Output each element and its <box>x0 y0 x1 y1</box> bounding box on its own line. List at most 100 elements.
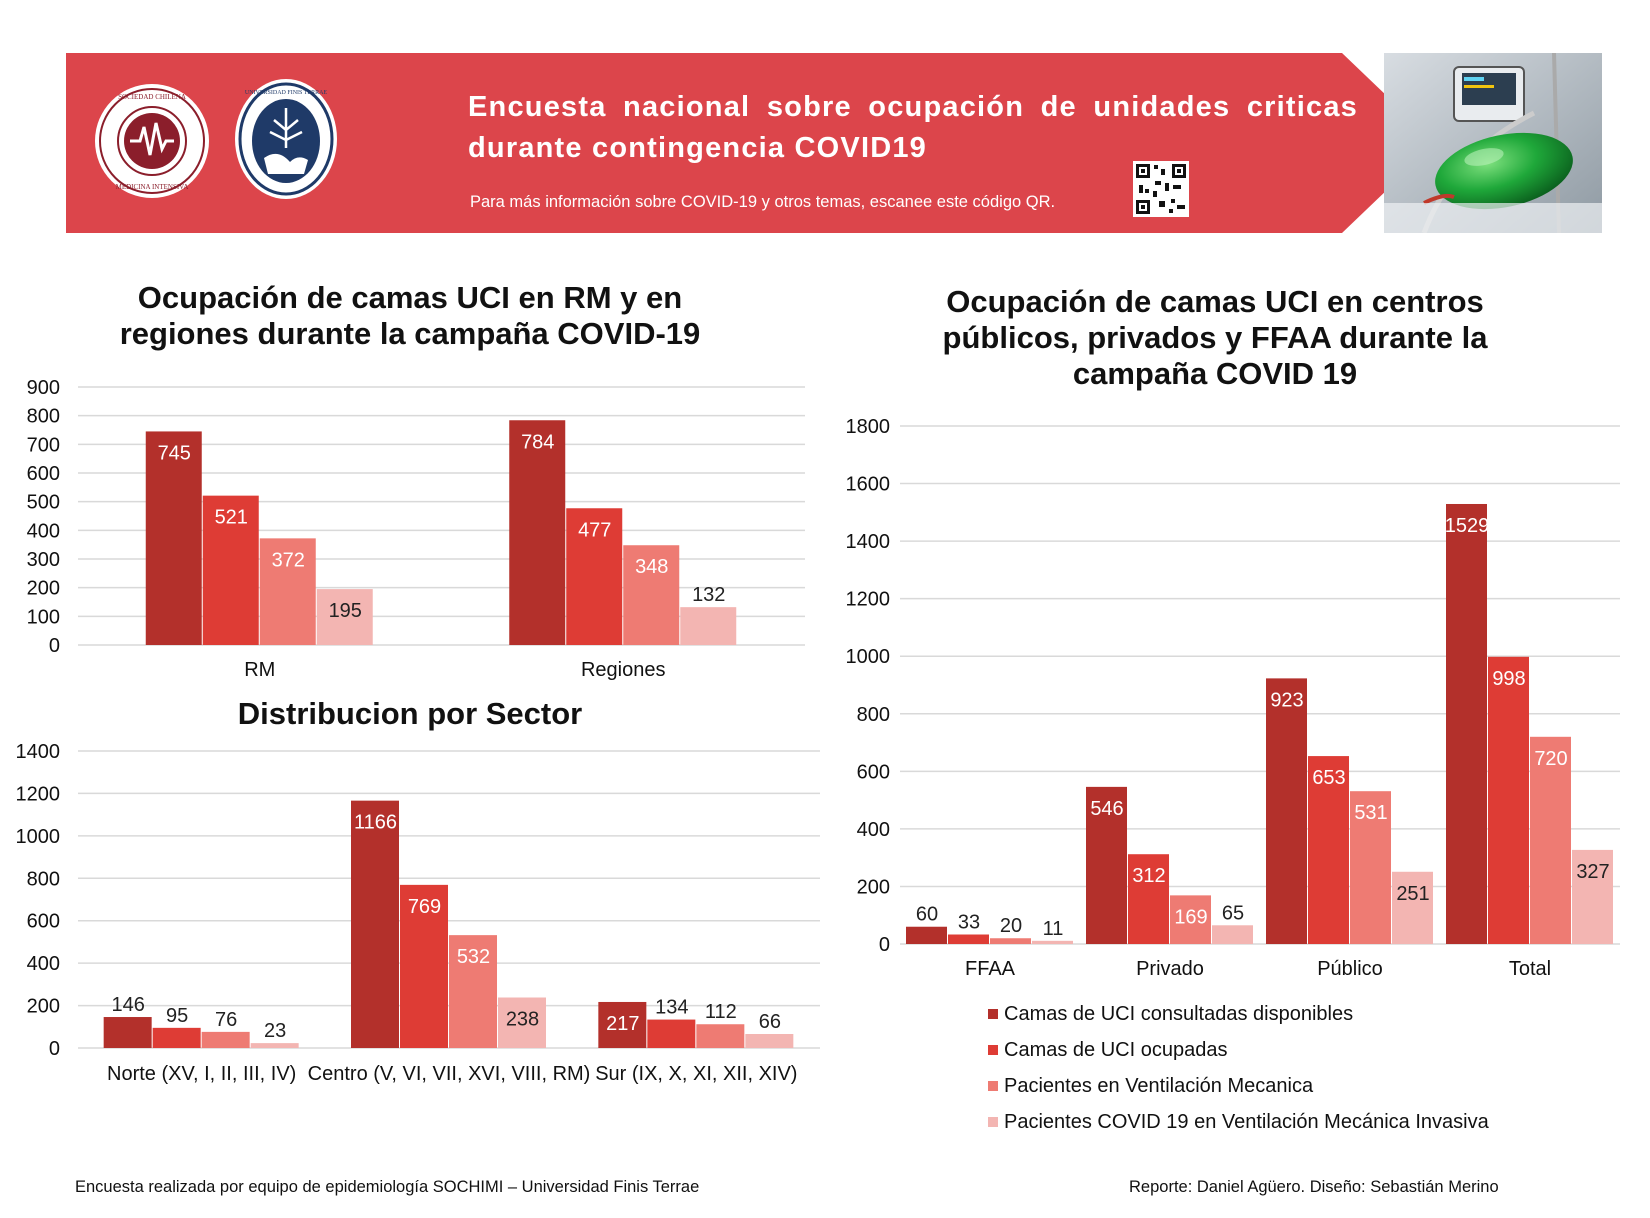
y-tick-label: 1600 <box>846 474 891 496</box>
y-tick-label: 400 <box>857 819 890 841</box>
y-tick-label: 400 <box>27 520 60 542</box>
y-tick-label: 900 <box>27 377 60 399</box>
bar <box>1266 678 1307 944</box>
y-tick-label: 300 <box>27 549 60 571</box>
y-tick-label: 1200 <box>16 783 61 805</box>
data-label: 251 <box>1396 883 1429 905</box>
data-label: 327 <box>1576 861 1609 883</box>
y-tick-label: 1000 <box>846 646 891 668</box>
y-tick-label: 200 <box>27 578 60 600</box>
y-tick-label: 700 <box>27 434 60 456</box>
legend-label: Pacientes COVID 19 en Ventilación Mecáni… <box>1004 1111 1489 1134</box>
bar <box>202 1032 250 1048</box>
legend-item: Pacientes COVID 19 en Ventilación Mecáni… <box>988 1104 1489 1140</box>
bar <box>1032 941 1073 944</box>
x-tick-label: Público <box>1317 958 1383 980</box>
bar <box>745 1034 793 1048</box>
legend-swatch <box>988 1009 998 1019</box>
data-label: 134 <box>655 997 688 1019</box>
bar <box>251 1043 299 1048</box>
legend-item: Pacientes en Ventilación Mecanica <box>988 1068 1489 1104</box>
bar <box>948 935 989 944</box>
data-label: 20 <box>1000 915 1022 937</box>
data-label: 1529 <box>1445 515 1490 537</box>
data-label: 998 <box>1492 668 1525 690</box>
bar <box>696 1024 744 1048</box>
x-tick-label: Total <box>1509 958 1551 980</box>
bar <box>153 1028 201 1048</box>
bar <box>351 801 399 1048</box>
data-label: 11 <box>1043 918 1064 940</box>
data-label: 1166 <box>354 812 397 834</box>
footer-credit-right: Reporte: Daniel Agüero. Diseño: Sebastiá… <box>1129 1178 1499 1197</box>
bar <box>509 420 565 645</box>
x-tick-label: RM <box>244 659 275 681</box>
chart3-legend: Camas de UCI consultadas disponibles Cam… <box>988 996 1489 1140</box>
footer-credit-left: Encuesta realizada por equipo de epidemi… <box>75 1178 699 1197</box>
y-tick-label: 1400 <box>846 531 891 553</box>
y-tick-label: 200 <box>27 996 60 1018</box>
y-tick-label: 800 <box>857 704 890 726</box>
x-tick-label: Norte (XV, I, II, III, IV) <box>107 1063 296 1085</box>
y-tick-label: 800 <box>27 868 60 890</box>
x-tick-label: FFAA <box>965 958 1016 980</box>
data-label: 477 <box>578 519 611 541</box>
y-tick-label: 1800 <box>846 416 891 438</box>
data-label: 769 <box>408 896 441 918</box>
data-label: 653 <box>1312 767 1345 789</box>
data-label: 217 <box>606 1013 639 1035</box>
data-label: 95 <box>166 1005 188 1027</box>
data-label: 372 <box>272 549 305 571</box>
data-label: 923 <box>1270 689 1303 711</box>
y-tick-label: 800 <box>27 406 60 428</box>
y-tick-label: 600 <box>857 761 890 783</box>
legend-swatch <box>988 1117 998 1127</box>
data-label: 65 <box>1222 902 1244 924</box>
y-tick-label: 600 <box>27 911 60 933</box>
x-tick-label: Privado <box>1136 958 1204 980</box>
y-tick-label: 0 <box>49 1038 60 1060</box>
data-label: 312 <box>1132 865 1165 887</box>
data-label: 33 <box>958 912 980 934</box>
y-tick-label: 100 <box>27 606 60 628</box>
x-tick-label: Centro (V, VI, VII, XVI, VIII, RM) <box>308 1063 591 1085</box>
bar <box>990 938 1031 944</box>
legend-label: Camas de UCI consultadas disponibles <box>1004 1003 1353 1026</box>
y-tick-label: 600 <box>27 463 60 485</box>
data-label: 238 <box>506 1009 539 1031</box>
data-label: 66 <box>759 1011 781 1033</box>
data-label: 195 <box>329 600 362 622</box>
data-label: 169 <box>1174 906 1207 928</box>
data-label: 531 <box>1354 802 1387 824</box>
data-label: 745 <box>158 442 191 464</box>
y-tick-label: 200 <box>857 876 890 898</box>
bar <box>647 1020 695 1048</box>
legend-swatch <box>988 1045 998 1055</box>
data-label: 720 <box>1534 748 1567 770</box>
y-tick-label: 1400 <box>16 741 61 763</box>
data-label: 546 <box>1090 798 1123 820</box>
x-tick-label: Regiones <box>581 659 666 681</box>
bar <box>680 607 736 645</box>
bar <box>1488 657 1529 944</box>
data-label: 23 <box>264 1020 286 1042</box>
legend-item: Camas de UCI ocupadas <box>988 1032 1489 1068</box>
data-label: 521 <box>215 507 248 529</box>
legend-swatch <box>988 1081 998 1091</box>
bar <box>104 1017 152 1048</box>
data-label: 146 <box>111 994 144 1016</box>
data-label: 348 <box>635 556 668 578</box>
legend-item: Camas de UCI consultadas disponibles <box>988 996 1489 1032</box>
legend-label: Camas de UCI ocupadas <box>1004 1039 1227 1062</box>
y-tick-label: 500 <box>27 492 60 514</box>
y-tick-label: 400 <box>27 953 60 975</box>
bar <box>1212 925 1253 944</box>
y-tick-label: 1000 <box>16 826 61 848</box>
y-tick-label: 0 <box>879 934 890 956</box>
y-tick-label: 0 <box>49 635 60 657</box>
data-label: 112 <box>705 1001 737 1023</box>
data-label: 60 <box>916 904 938 926</box>
data-label: 76 <box>215 1009 237 1031</box>
legend-label: Pacientes en Ventilación Mecanica <box>1004 1075 1313 1098</box>
data-label: 532 <box>457 946 490 968</box>
